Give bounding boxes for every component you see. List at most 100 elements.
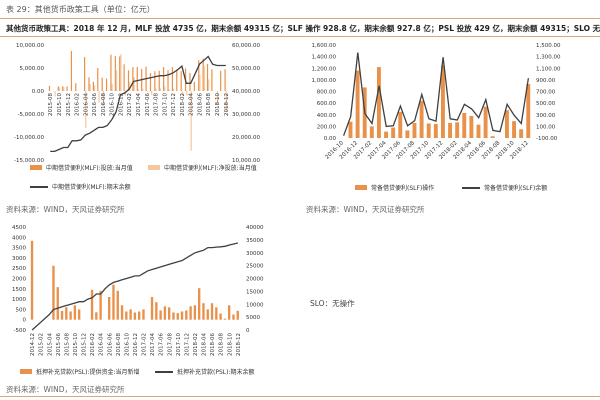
legend-label: 常备借贷便利(SLF)操作 <box>371 185 435 192</box>
x-tick-label: 2018-12 <box>236 333 242 356</box>
bar <box>172 312 175 320</box>
x-tick-label: 2017-04 <box>150 333 156 356</box>
bar <box>355 70 360 138</box>
legend-swatch <box>462 186 480 189</box>
legend-swatch <box>20 369 32 374</box>
y-tick-label: -500 <box>14 328 27 334</box>
x-tick-label: 2016-12 <box>133 333 139 356</box>
legend-item: 中期借贷便利(MLF):期末余额 <box>30 182 131 191</box>
bar <box>133 312 137 320</box>
bar <box>171 67 174 91</box>
bar <box>198 60 200 91</box>
bar <box>519 129 524 138</box>
x-tick-label: 2018-08 <box>219 333 225 356</box>
x-tick-label: 2017-12 <box>171 93 177 116</box>
bar <box>149 73 152 91</box>
bar <box>223 318 227 320</box>
bar <box>159 88 162 91</box>
bar <box>150 297 154 320</box>
bar <box>376 67 381 138</box>
y-tick-label: -5,000.00 <box>18 112 45 118</box>
bar <box>120 305 124 320</box>
x-tick-label: 2015-08 <box>64 333 70 356</box>
x-tick-label: 2018-04 <box>202 333 208 356</box>
x-tick-label: 2017-12 <box>184 333 190 356</box>
legend-swatch <box>148 165 160 170</box>
bar <box>133 77 135 91</box>
bar <box>180 311 184 320</box>
bar <box>54 91 56 97</box>
bar <box>119 56 121 91</box>
x-tick-label: 2015-02 <box>39 333 45 356</box>
x-tick-label: 2018-06 <box>210 333 216 356</box>
bar <box>215 307 218 320</box>
y-tick-label: 4000 <box>12 235 26 241</box>
y2-tick-label: -100.00 <box>536 136 558 142</box>
bar <box>224 69 226 91</box>
bar <box>111 84 113 91</box>
bar <box>105 78 108 91</box>
bar <box>433 124 438 138</box>
y-tick-label: 0 <box>23 318 27 324</box>
bar <box>173 88 175 91</box>
bar <box>92 81 94 91</box>
bar <box>66 86 68 91</box>
bar <box>116 290 119 320</box>
bar <box>48 85 51 91</box>
bar <box>129 309 132 320</box>
bar <box>154 71 156 91</box>
bar <box>101 77 103 91</box>
x-tick-label: 2018-08 <box>206 93 212 116</box>
x-tick-label: 2015-10 <box>57 93 63 116</box>
bar <box>189 73 191 91</box>
bar <box>440 65 445 138</box>
bar <box>132 67 134 91</box>
x-tick-label: 2016-06 <box>92 93 98 116</box>
y-tick-label: 500 <box>16 307 27 313</box>
y-tick-label: 1,000.00 <box>312 78 337 84</box>
bar <box>158 70 160 91</box>
slo-note: SLO：无操作 <box>310 299 355 308</box>
divider <box>0 396 600 397</box>
y2-tick-label: 10000 <box>246 302 264 308</box>
summary-text: 其他货币政策工具：2018 年 12 月，MLF 投放 4735 亿，期末余额 … <box>6 24 600 33</box>
bar <box>398 111 403 138</box>
bar <box>129 81 131 91</box>
divider <box>0 18 600 19</box>
bar <box>98 91 100 103</box>
bar <box>89 84 91 91</box>
series-line <box>31 242 239 331</box>
legend-item: 中期借贷便利(MLF):净投放:当月值 <box>148 163 257 172</box>
y-tick-label: 3500 <box>12 246 26 252</box>
bar <box>180 71 182 91</box>
legend-label: 抵押补充贷款(PSL):期末余额 <box>177 369 255 376</box>
y2-tick-label: 40000 <box>246 225 264 231</box>
y2-tick-label: 0 <box>246 328 250 334</box>
x-tick-label: 2018-04 <box>189 93 195 116</box>
bar <box>462 113 467 138</box>
bar <box>142 309 145 320</box>
y-tick-label: 1,200.00 <box>312 66 337 72</box>
bar <box>412 122 417 138</box>
y2-tick-label: 5000 <box>246 315 260 321</box>
bar <box>419 100 424 138</box>
y-tick-label: 0.00 <box>324 136 337 142</box>
legend-item: 常备借贷便利(SLF)操作 <box>355 183 434 192</box>
x-tick-label: 2016-08 <box>101 93 107 116</box>
y2-tick-label: 1,100.00 <box>536 66 561 72</box>
bar <box>125 311 128 320</box>
bar <box>476 124 481 138</box>
bar <box>120 54 122 91</box>
bar <box>369 126 374 138</box>
y2-tick-label: 30000 <box>246 251 264 257</box>
bar <box>490 136 495 138</box>
bar <box>469 115 474 138</box>
bar <box>159 310 162 320</box>
source-note: 资料来源：WIND，天风证券研究所 <box>306 205 425 214</box>
bar <box>225 91 227 112</box>
legend-swatch <box>355 185 367 190</box>
bar <box>138 311 141 320</box>
bar <box>181 91 183 96</box>
y2-tick-label: 50,000.00 <box>232 66 260 72</box>
y2-tick-label: 500.00 <box>536 101 556 107</box>
